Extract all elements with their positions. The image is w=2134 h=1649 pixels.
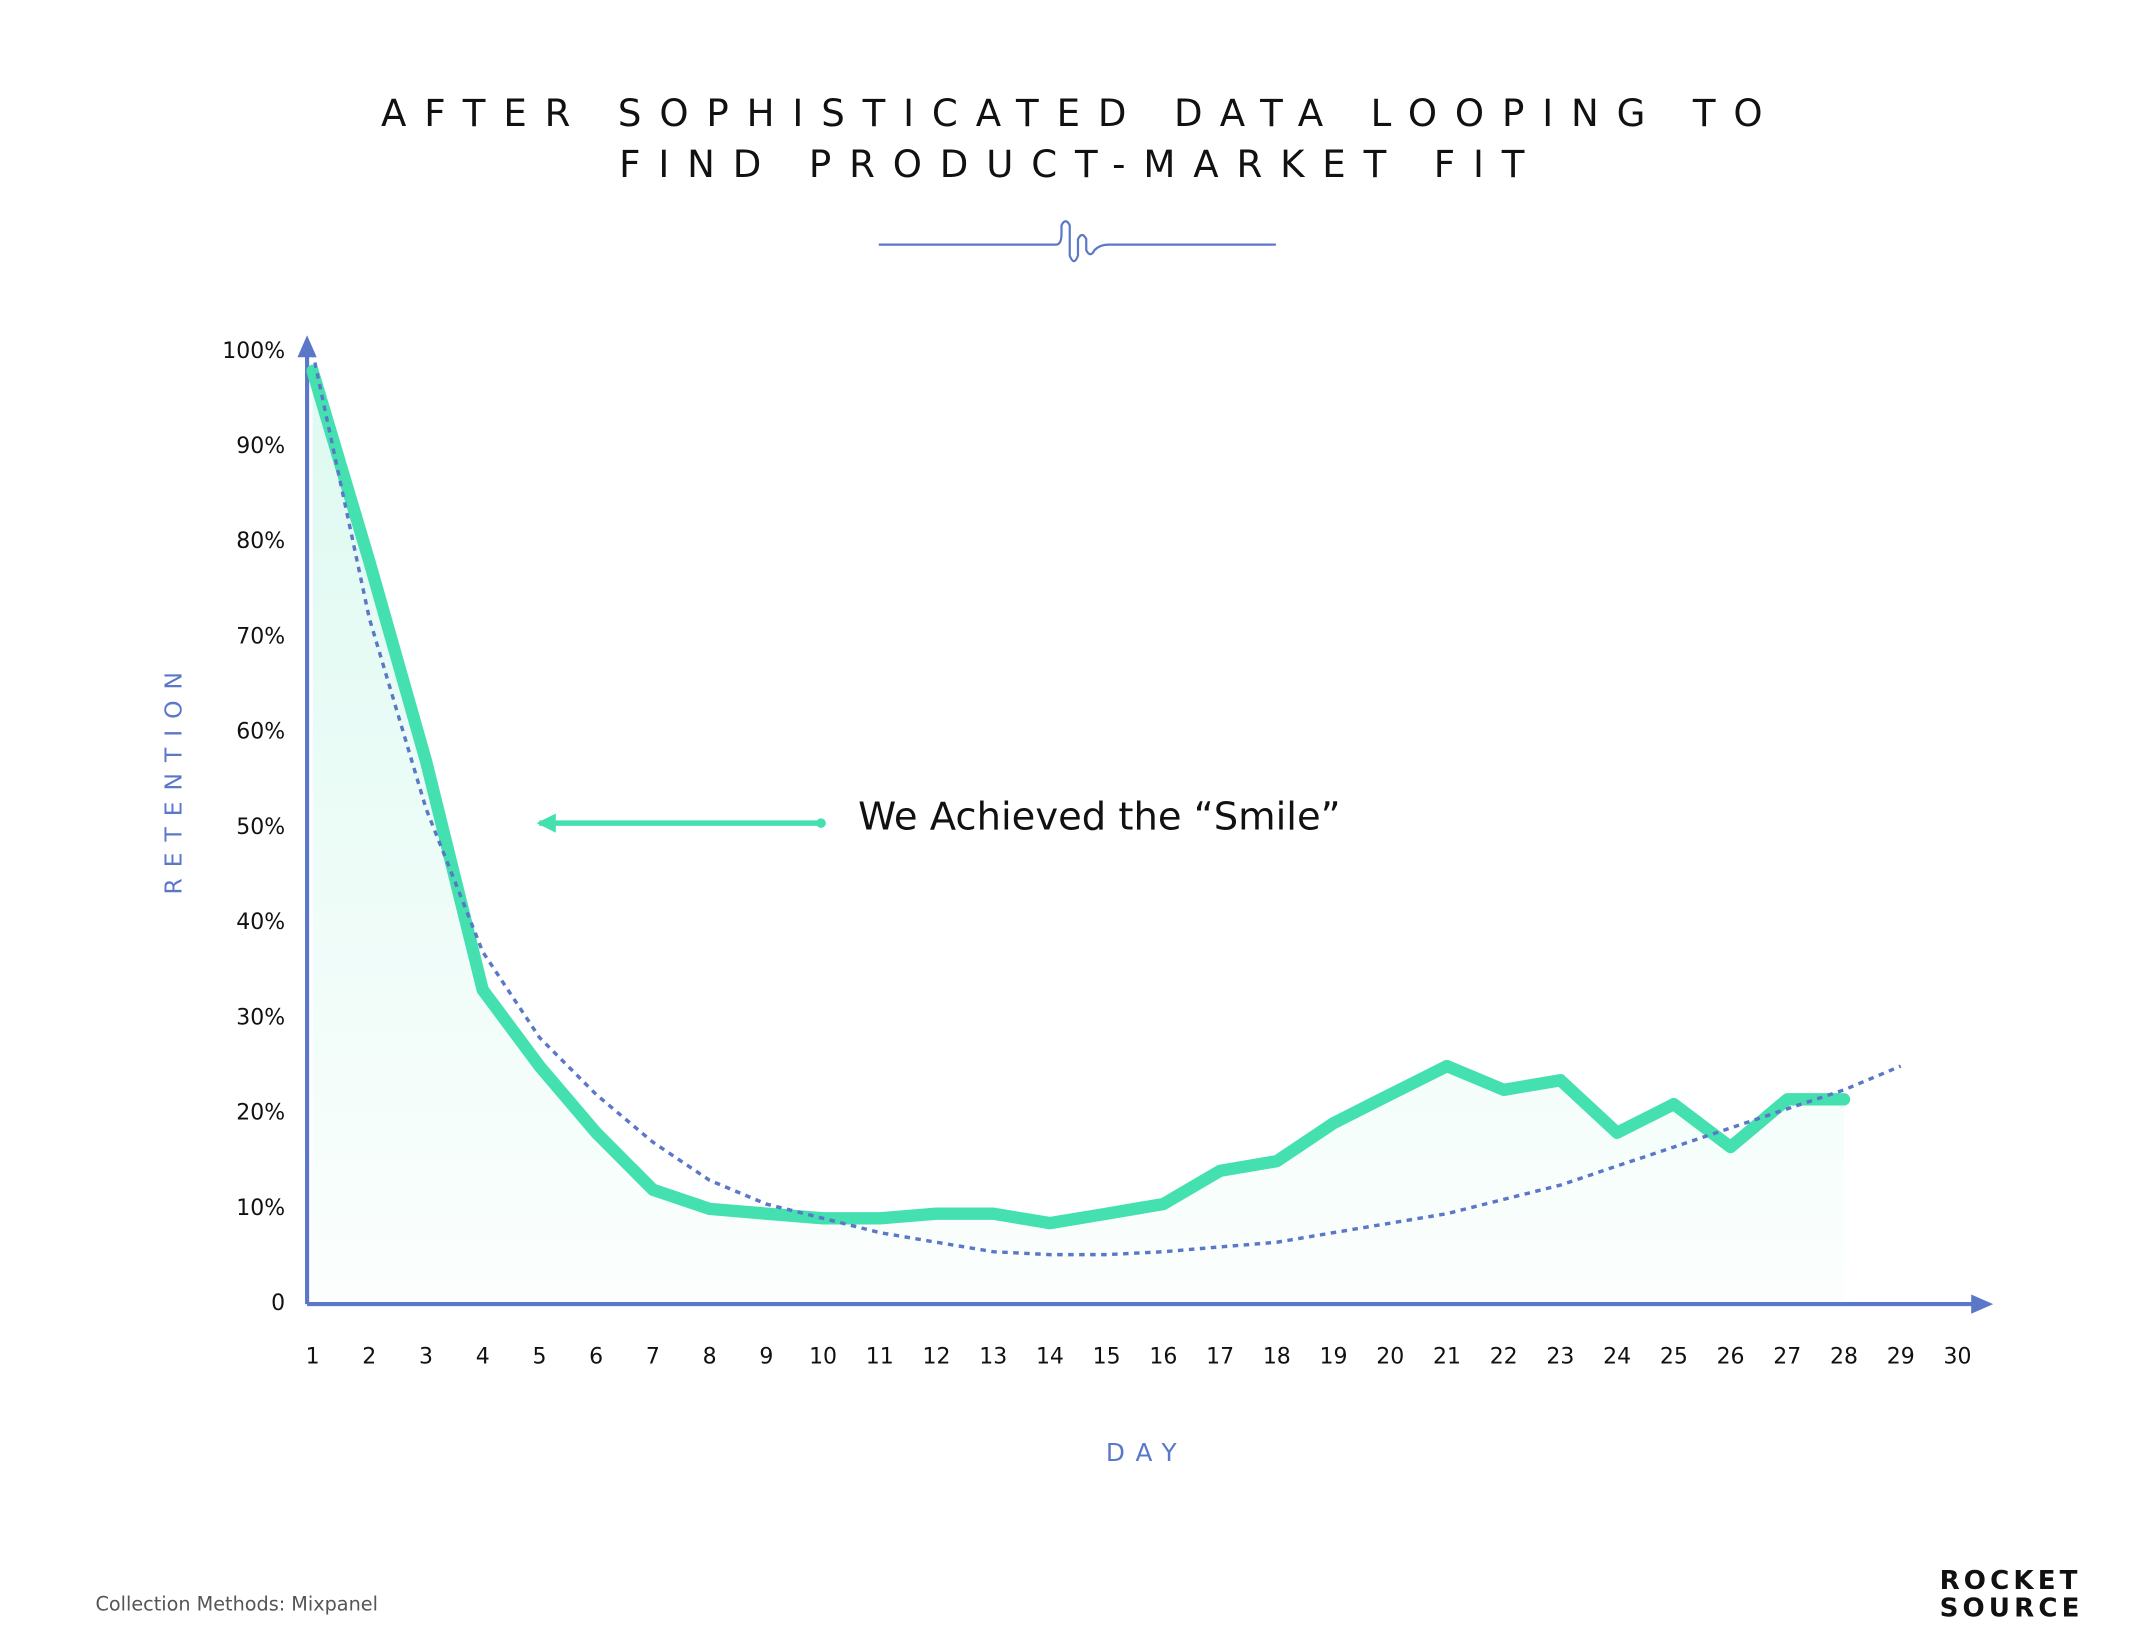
x-tick-label: 18 <box>1263 1345 1291 1370</box>
x-tick-label: 14 <box>1036 1345 1064 1370</box>
area <box>312 370 1844 1305</box>
x-tick-label: 27 <box>1773 1345 1801 1370</box>
x-tick-label: 22 <box>1490 1345 1518 1370</box>
logo: ROCKET <box>1940 1566 2082 1596</box>
annotation: We Achieved the “Smile” <box>858 795 1340 840</box>
x-tick-label: 20 <box>1376 1345 1404 1370</box>
y-tick-label: 70% <box>236 624 285 649</box>
chart-title: FIND PRODUCT-MARKET FIT <box>619 143 1542 186</box>
x-tick-label: 3 <box>419 1345 433 1370</box>
x-axis-label: DAY <box>1106 1438 1188 1467</box>
x-tick-label: 7 <box>646 1345 660 1370</box>
x-tick-label: 28 <box>1830 1345 1858 1370</box>
x-axis-arrow <box>1971 1294 1994 1314</box>
source-note: Collection Methods: Mixpanel <box>95 1593 377 1616</box>
y-tick-label: 10% <box>236 1196 285 1221</box>
x-tick-label: 1 <box>306 1345 320 1370</box>
x-tick-label: 11 <box>866 1345 894 1370</box>
x-tick-label: 12 <box>923 1345 951 1370</box>
x-tick-label: 10 <box>809 1345 837 1370</box>
x-tick-label: 13 <box>979 1345 1007 1370</box>
x-tick-label: 26 <box>1717 1345 1745 1370</box>
x-tick-label: 30 <box>1943 1345 1971 1370</box>
logo: SOURCE <box>1940 1594 2084 1624</box>
x-tick-label: 9 <box>759 1345 773 1370</box>
line-dotted <box>310 351 1902 1257</box>
x-tick-label: 19 <box>1320 1345 1348 1370</box>
plot: 010%20%30%40%50%60%70%80%90%100%1 2 3 4 5 6 7 8… <box>222 335 1994 1370</box>
x-tick-label: 8 <box>703 1345 717 1370</box>
annotation-arrowhead <box>536 813 556 833</box>
x-tick-label: 24 <box>1603 1345 1631 1370</box>
y-tick-label: 80% <box>236 529 285 554</box>
x-tick-label: 2 <box>362 1345 376 1370</box>
y-tick-label: 100% <box>222 339 285 364</box>
x-tick-label: 16 <box>1149 1345 1177 1370</box>
x-tick-label: 29 <box>1887 1345 1915 1370</box>
x-tick-label: 4 <box>476 1345 490 1370</box>
x-tick-label: 6 <box>589 1345 603 1370</box>
x-tick-label: 21 <box>1433 1345 1461 1370</box>
title-ornament <box>878 220 1276 263</box>
x-tick-label: 17 <box>1206 1345 1234 1370</box>
y-tick-label: 30% <box>236 1005 285 1030</box>
y-tick-label: 60% <box>236 720 285 745</box>
y-tick-label: 20% <box>236 1101 285 1126</box>
line-solid <box>306 364 1851 1230</box>
x-tick-label: 25 <box>1660 1345 1688 1370</box>
x-tick-label: 15 <box>1093 1345 1121 1370</box>
x-tick-label: 5 <box>532 1345 546 1370</box>
annotation-dot <box>816 818 826 828</box>
y-tick-label: 0 <box>271 1291 285 1316</box>
y-tick-label: 90% <box>236 434 285 459</box>
x-tick-label: 23 <box>1546 1345 1574 1370</box>
chart-title: AFTER SOPHISTICATED DATA LOOPING TO <box>381 92 1780 135</box>
y-tick-label: 40% <box>236 910 285 935</box>
y-axis-label: RETENTION <box>160 661 188 894</box>
y-tick-label: 50% <box>236 815 285 840</box>
y-axis-arrow <box>297 335 317 358</box>
